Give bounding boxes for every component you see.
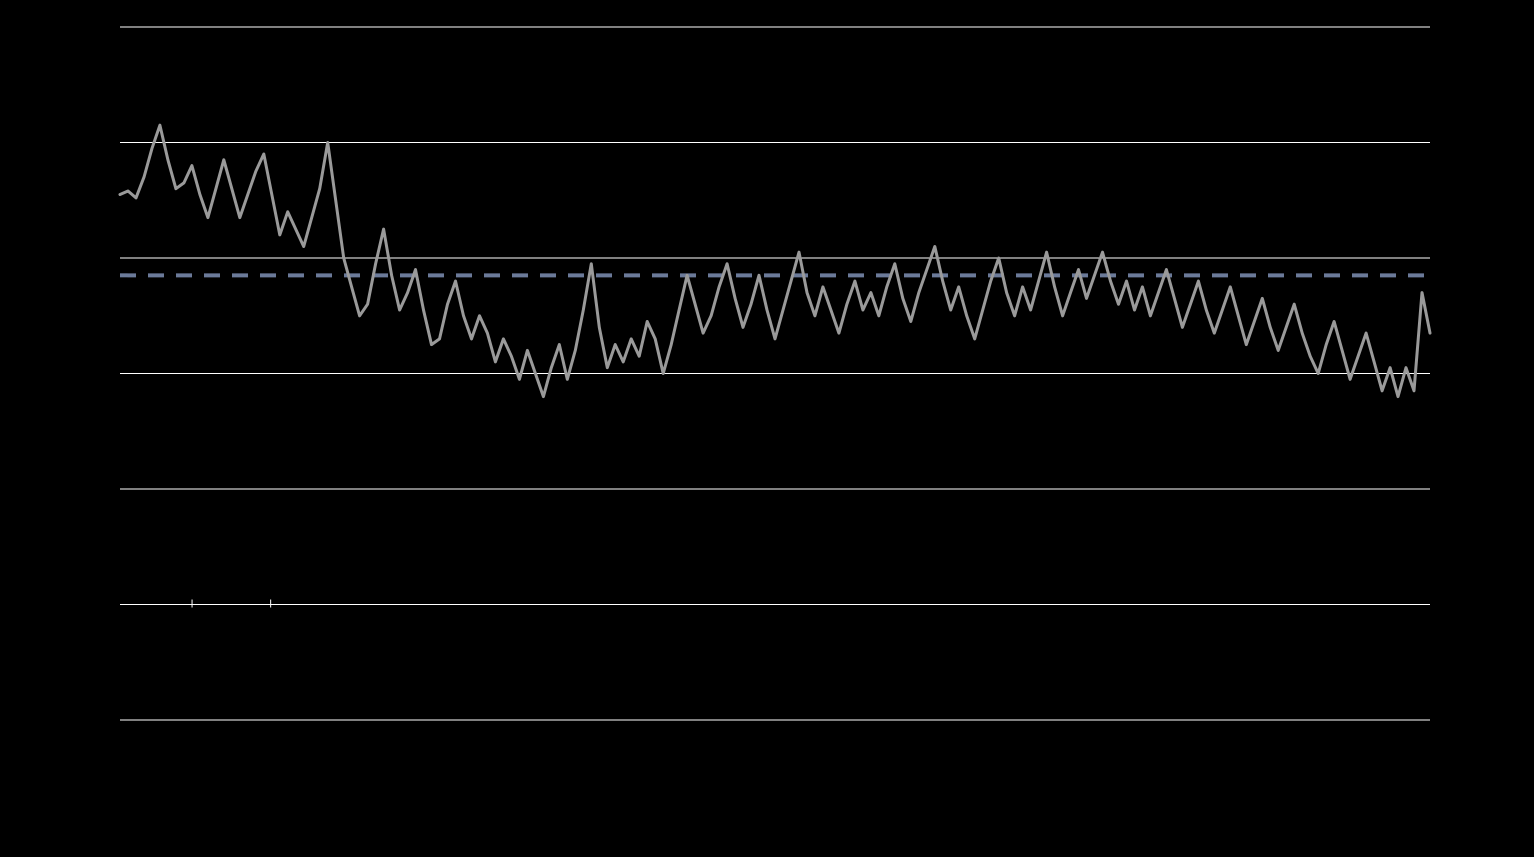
chart-container — [0, 0, 1534, 857]
chart-background — [0, 0, 1534, 857]
line-chart — [0, 0, 1534, 857]
